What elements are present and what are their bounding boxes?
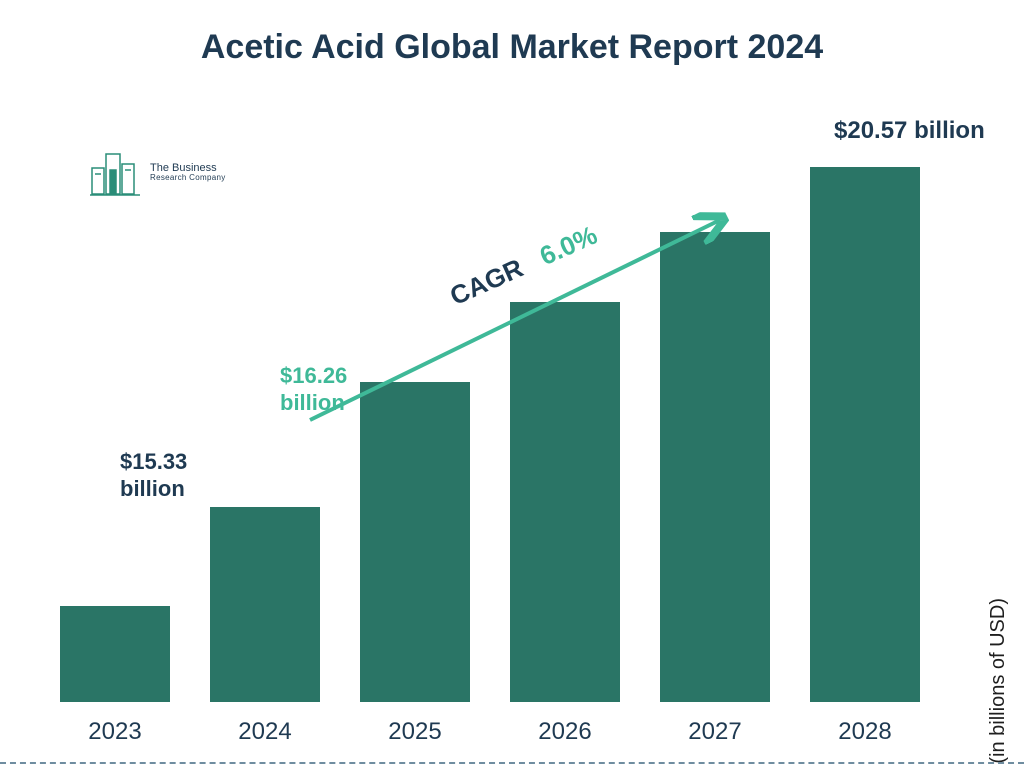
- y-axis-label: Market Size (in billions of USD): [987, 598, 1010, 768]
- page: Acetic Acid Global Market Report 2024 Th…: [0, 0, 1024, 768]
- chart-baseline: [60, 701, 930, 702]
- bottom-dashed-rule: [0, 762, 1024, 764]
- bar-2028: [810, 167, 920, 702]
- x-label-2026: 2026: [510, 718, 620, 746]
- bar-2025: [360, 382, 470, 702]
- value-label-0: $15.33billion: [120, 449, 230, 502]
- x-label-2024: 2024: [210, 718, 320, 746]
- cagr-arrow: [300, 200, 740, 430]
- value-label-2: $20.57 billion: [834, 117, 985, 146]
- bar-2024: [210, 507, 320, 702]
- x-label-2025: 2025: [360, 718, 470, 746]
- x-label-2027: 2027: [660, 718, 770, 746]
- x-label-2023: 2023: [60, 718, 170, 746]
- x-label-2028: 2028: [810, 718, 920, 746]
- bar-2023: [60, 606, 170, 702]
- page-title: Acetic Acid Global Market Report 2024: [0, 28, 1024, 67]
